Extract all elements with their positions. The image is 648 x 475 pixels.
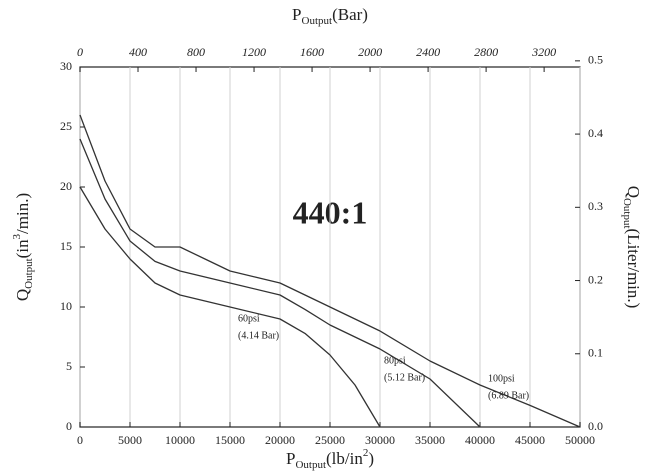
y-tick-label: 10 xyxy=(60,299,72,313)
y2-tick-label: 0.3 xyxy=(588,199,603,213)
t: Output xyxy=(621,198,633,229)
x2-tick-label: 400 xyxy=(129,45,147,59)
x-tick-label: 0 xyxy=(77,433,83,447)
t: Output xyxy=(23,258,35,289)
series-label: 100psi xyxy=(488,373,515,384)
t: Output xyxy=(302,15,333,27)
t: /min.) xyxy=(13,193,32,234)
x-tick-label: 35000 xyxy=(415,433,445,447)
x2-tick-label: 1200 xyxy=(242,45,266,59)
x-axis-title: POutput(lb/in2) xyxy=(286,447,374,471)
t: 3 xyxy=(11,233,23,239)
x2-tick-label: 3200 xyxy=(531,45,556,59)
t: P xyxy=(286,449,295,468)
y-axis-title: QOutput(in3/min.) xyxy=(11,193,35,301)
t: P xyxy=(292,5,301,24)
y-tick-label: 0 xyxy=(66,419,72,433)
series-note: (5.12 Bar) xyxy=(384,372,425,383)
line xyxy=(79,114,581,428)
y-tick-label: 5 xyxy=(66,359,72,373)
x-tick-label: 40000 xyxy=(465,433,495,447)
x-tick-label: 20000 xyxy=(265,433,295,447)
line xyxy=(79,138,481,428)
y2-tick-label: 0.5 xyxy=(588,53,603,67)
y-tick-label: 30 xyxy=(60,59,72,73)
series-label: 60psi xyxy=(238,313,260,324)
x2-tick-label: 2400 xyxy=(416,45,440,59)
y2-tick-label: 0.4 xyxy=(588,126,603,140)
x-tick-label: 15000 xyxy=(215,433,245,447)
y-tick-label: 25 xyxy=(60,119,72,133)
x-tick-label: 30000 xyxy=(365,433,395,447)
t: ) xyxy=(368,449,374,468)
t: (in xyxy=(13,239,32,258)
series-note: (4.14 Bar) xyxy=(238,330,279,341)
y-tick-label: 15 xyxy=(60,239,72,253)
t: (lb/in xyxy=(326,449,363,468)
x-tick-label: 25000 xyxy=(315,433,345,447)
t: (Bar) xyxy=(332,5,368,24)
t: Output xyxy=(295,459,326,471)
y2-tick-label: 0.2 xyxy=(588,272,603,286)
x-tick-label: 45000 xyxy=(515,433,545,447)
line xyxy=(79,186,381,428)
t: Q xyxy=(624,186,643,198)
t: (Liter/min.) xyxy=(624,229,643,309)
t: 2 xyxy=(363,447,369,459)
x-tick-label: 10000 xyxy=(165,433,195,447)
y2-tick-label: 0.1 xyxy=(588,346,603,360)
x2-tick-label: 0 xyxy=(77,45,83,59)
y2-axis-title: QOutput(Liter/min.) xyxy=(621,186,643,309)
series-label: 80psi xyxy=(384,355,406,366)
x2-tick-label: 1600 xyxy=(300,45,324,59)
x2-axis-title: POutput(Bar) xyxy=(292,5,368,27)
x-tick-label: 50000 xyxy=(565,433,595,447)
x-tick-label: 5000 xyxy=(118,433,142,447)
x2-tick-label: 2800 xyxy=(474,45,498,59)
x2-tick-label: 2000 xyxy=(358,45,382,59)
series-note: (6.89 Bar) xyxy=(488,390,529,401)
y2-tick-label: 0.0 xyxy=(588,419,603,433)
x2-tick-label: 800 xyxy=(187,45,205,59)
t: Q xyxy=(13,289,32,301)
y-tick-label: 20 xyxy=(60,179,72,193)
